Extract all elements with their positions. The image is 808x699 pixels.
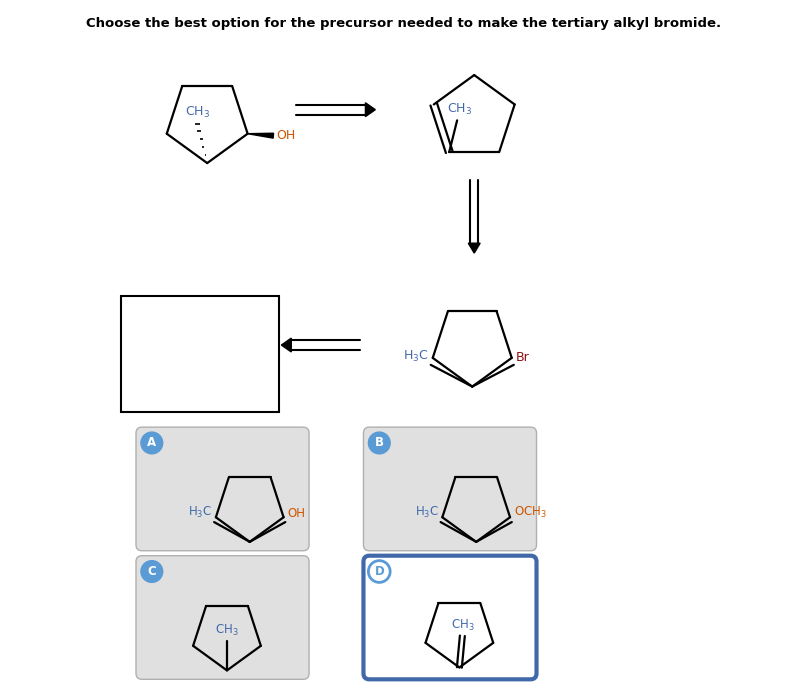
Text: A: A: [147, 436, 157, 449]
Text: Br: Br: [516, 351, 529, 364]
Polygon shape: [247, 134, 274, 138]
Text: CH$_3$: CH$_3$: [451, 618, 474, 633]
FancyBboxPatch shape: [364, 556, 537, 679]
FancyBboxPatch shape: [364, 427, 537, 551]
Circle shape: [368, 561, 390, 582]
Text: CH$_3$: CH$_3$: [447, 102, 472, 117]
FancyBboxPatch shape: [136, 556, 309, 679]
Text: H$_3$C: H$_3$C: [415, 505, 439, 520]
Circle shape: [141, 561, 162, 582]
Bar: [121, 296, 280, 412]
Text: C: C: [147, 565, 156, 578]
Circle shape: [368, 432, 390, 454]
Text: OH: OH: [288, 507, 305, 520]
Polygon shape: [365, 103, 376, 117]
Text: H$_3$C: H$_3$C: [403, 349, 429, 364]
Polygon shape: [281, 338, 291, 352]
Text: Choose the best option for the precursor needed to make the tertiary alkyl bromi: Choose the best option for the precursor…: [86, 17, 722, 30]
Text: OCH$_3$: OCH$_3$: [514, 505, 547, 520]
Text: H$_3$C: H$_3$C: [188, 505, 213, 520]
Text: CH$_3$: CH$_3$: [185, 104, 210, 120]
Text: CH$_3$: CH$_3$: [215, 623, 239, 637]
Circle shape: [141, 432, 162, 454]
Text: OH: OH: [276, 129, 296, 142]
FancyBboxPatch shape: [136, 427, 309, 551]
Text: D: D: [374, 565, 384, 578]
Text: B: B: [375, 436, 384, 449]
Polygon shape: [469, 243, 480, 253]
